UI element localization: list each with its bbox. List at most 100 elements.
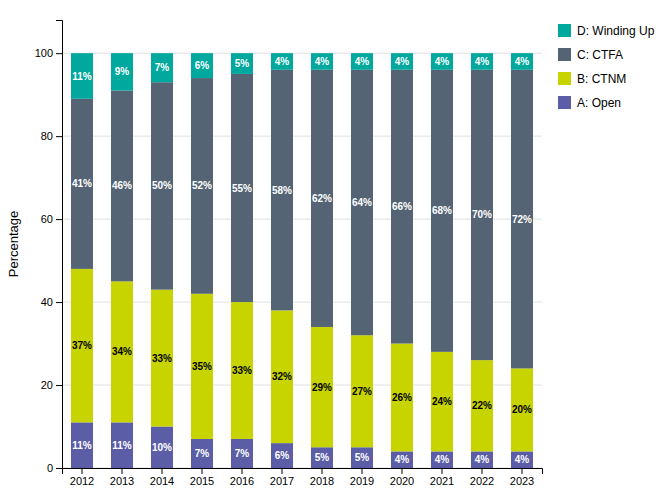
tick: 80 xyxy=(41,130,62,142)
data-label: 11% xyxy=(112,440,132,451)
bar xyxy=(271,70,293,311)
data-label: 11% xyxy=(72,71,92,82)
data-label: 4% xyxy=(475,454,490,465)
legend-swatch xyxy=(558,72,571,85)
data-label: 50% xyxy=(152,180,172,191)
bar xyxy=(471,360,493,451)
grid-line xyxy=(62,136,542,137)
axis-line xyxy=(63,469,543,475)
legend-swatch xyxy=(558,24,571,37)
data-label: 4% xyxy=(355,56,370,67)
bar xyxy=(311,327,333,447)
data-labels: 11%11%10%7%7%6%5%5%4%4%4%4%37%34%33%35%3… xyxy=(72,56,532,465)
bar xyxy=(471,70,493,360)
bar xyxy=(431,451,453,468)
bar xyxy=(391,451,413,468)
bar xyxy=(431,70,453,352)
tick: 0 xyxy=(47,462,62,474)
axis-line xyxy=(56,21,63,469)
data-label: 35% xyxy=(192,361,212,372)
data-label: 41% xyxy=(72,178,92,189)
bar xyxy=(511,368,533,451)
tick: 2023 xyxy=(510,468,534,487)
bar xyxy=(151,427,173,468)
legend-swatch xyxy=(558,48,571,61)
legend-item: C: CTFA xyxy=(558,48,623,62)
data-label: 33% xyxy=(232,365,252,376)
tick-label: 2016 xyxy=(230,475,254,487)
bar xyxy=(231,74,253,302)
bar xyxy=(511,70,533,369)
bar xyxy=(471,451,493,468)
tick-mark xyxy=(242,468,243,474)
tick-label: 20 xyxy=(41,379,53,391)
data-label: 4% xyxy=(435,454,450,465)
data-label: 52% xyxy=(192,180,212,191)
data-label: 32% xyxy=(272,371,292,382)
bar xyxy=(511,53,533,70)
tick: 2020 xyxy=(390,468,414,487)
tick: 2019 xyxy=(350,468,374,487)
data-label: 33% xyxy=(152,353,172,364)
data-label: 26% xyxy=(392,392,412,403)
bar xyxy=(351,53,373,70)
grid-line xyxy=(62,219,542,220)
grid-line xyxy=(62,53,542,54)
bar xyxy=(311,447,333,468)
data-label: 29% xyxy=(312,382,332,393)
tick: 2015 xyxy=(190,468,214,487)
x-axis: 2012201320142015201620172018201920202021… xyxy=(63,468,543,487)
tick-mark xyxy=(56,53,62,54)
tick-label: 2023 xyxy=(510,475,534,487)
bars xyxy=(71,53,533,468)
bar xyxy=(271,53,293,70)
data-label: 66% xyxy=(392,201,412,212)
bar xyxy=(191,294,213,439)
data-label: 20% xyxy=(512,404,532,415)
data-label: 4% xyxy=(395,454,410,465)
legend-item: D: Winding Up xyxy=(558,24,655,38)
legend-item: B: CTNM xyxy=(558,72,626,86)
y-axis: 020406080100 xyxy=(35,21,63,475)
tick: 2016 xyxy=(230,468,254,487)
tick-label: 100 xyxy=(35,47,53,59)
tick: 2014 xyxy=(150,468,174,487)
data-label: 4% xyxy=(515,454,530,465)
bar xyxy=(191,439,213,468)
data-label: 5% xyxy=(315,452,330,463)
bar xyxy=(351,447,373,468)
data-label: 9% xyxy=(115,66,130,77)
data-label: 68% xyxy=(432,205,452,216)
bar xyxy=(391,53,413,70)
data-label: 7% xyxy=(155,62,170,73)
bar xyxy=(111,422,133,468)
tick-mark xyxy=(202,468,203,474)
bar xyxy=(311,53,333,70)
tick-label: 2013 xyxy=(110,475,134,487)
data-label: 24% xyxy=(432,396,452,407)
data-label: 64% xyxy=(352,197,372,208)
data-label: 6% xyxy=(275,450,290,461)
tick-label: 2019 xyxy=(350,475,374,487)
tick-mark xyxy=(82,468,83,474)
bar xyxy=(151,53,173,82)
bar xyxy=(231,302,253,439)
bar xyxy=(71,99,93,269)
tick-mark xyxy=(522,468,523,474)
tick-mark xyxy=(442,468,443,474)
tick-label: 2012 xyxy=(70,475,94,487)
tick: 2013 xyxy=(110,468,134,487)
data-label: 10% xyxy=(152,442,172,453)
bar xyxy=(71,422,93,468)
data-label: 55% xyxy=(232,183,252,194)
tick-mark xyxy=(122,468,123,474)
tick: 60 xyxy=(41,213,62,225)
bar xyxy=(391,70,413,344)
data-label: 70% xyxy=(472,209,492,220)
data-label: 6% xyxy=(195,60,210,71)
tick: 2012 xyxy=(70,468,94,487)
tick-mark xyxy=(402,468,403,474)
tick-mark xyxy=(162,468,163,474)
data-label: 34% xyxy=(112,346,132,357)
bar xyxy=(311,70,333,327)
